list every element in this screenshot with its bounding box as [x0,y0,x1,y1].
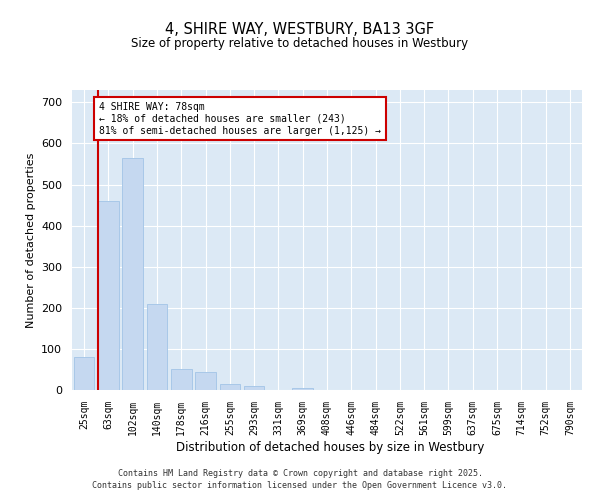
Bar [195,372,216,390]
Text: 4, SHIRE WAY, WESTBURY, BA13 3GF: 4, SHIRE WAY, WESTBURY, BA13 3GF [166,22,434,38]
Text: Contains HM Land Registry data © Crown copyright and database right 2025.
Contai: Contains HM Land Registry data © Crown c… [92,468,508,490]
Text: Distribution of detached houses by size in Westbury: Distribution of detached houses by size … [176,441,484,454]
Bar [292,388,313,390]
Bar [74,357,94,390]
Bar [171,370,191,390]
Bar [98,201,119,390]
Y-axis label: Number of detached properties: Number of detached properties [26,152,35,328]
Bar [146,304,167,390]
Bar [244,386,265,390]
Text: Size of property relative to detached houses in Westbury: Size of property relative to detached ho… [131,38,469,51]
Bar [220,384,240,390]
Bar [122,158,143,390]
Text: 4 SHIRE WAY: 78sqm
← 18% of detached houses are smaller (243)
81% of semi-detach: 4 SHIRE WAY: 78sqm ← 18% of detached hou… [99,102,381,136]
